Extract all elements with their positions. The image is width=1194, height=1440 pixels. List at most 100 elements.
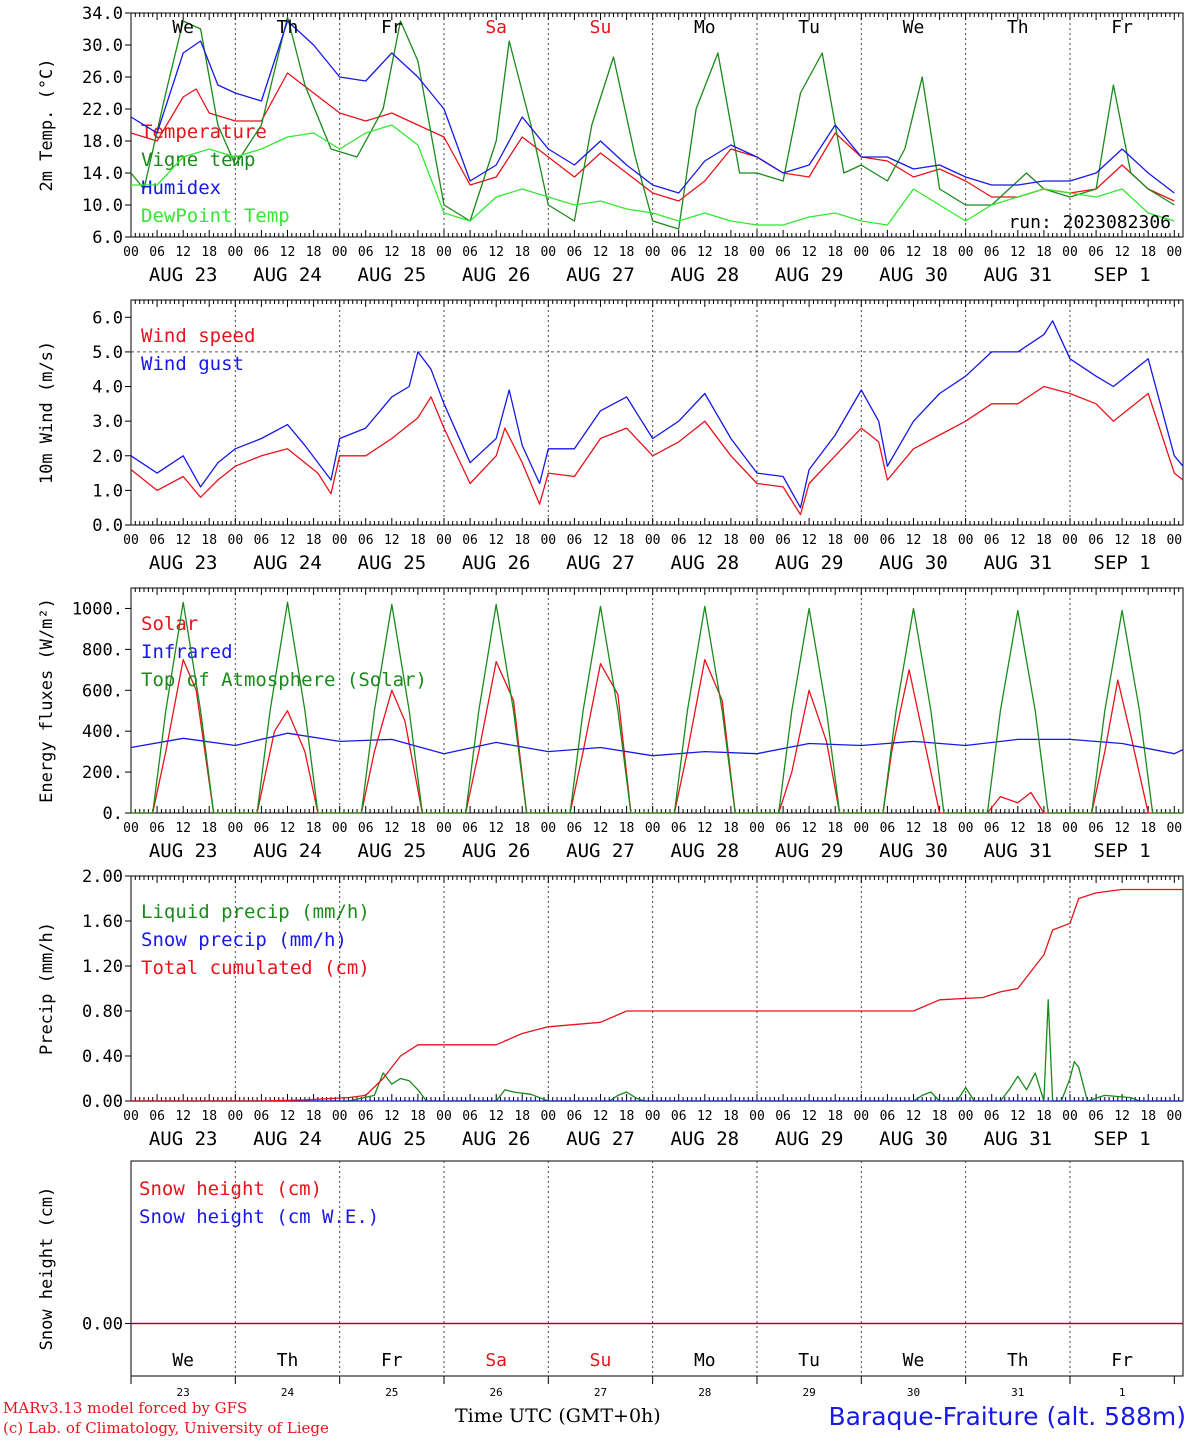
hour-tick-label: 00 <box>123 245 139 260</box>
hour-tick-label: 12 <box>801 245 817 260</box>
hour-tick-label: 06 <box>149 1109 165 1124</box>
date-label: AUG 28 <box>670 1128 739 1150</box>
weekday-label: Fr <box>381 17 403 38</box>
hour-tick-label: 12 <box>384 245 400 260</box>
date-label: AUG 26 <box>462 840 531 862</box>
hour-tick-label: 00 <box>1062 533 1078 548</box>
hour-tick-label: 12 <box>697 533 713 548</box>
hour-tick-label: 18 <box>514 1109 530 1124</box>
hour-tick-label: 06 <box>984 533 1000 548</box>
y-tick-label: 2.0 <box>92 447 123 467</box>
hour-tick-label: 18 <box>1036 533 1052 548</box>
hour-tick-label: 06 <box>254 1109 270 1124</box>
hour-tick-label: 12 <box>488 1109 504 1124</box>
legend-entry: Top of Atmosphere (Solar) <box>141 669 427 691</box>
hour-tick-label: 06 <box>671 533 687 548</box>
day-number-label: 25 <box>385 1386 398 1399</box>
hour-tick-label: 18 <box>410 1109 426 1124</box>
hour-tick-label: 06 <box>775 1109 791 1124</box>
date-label: AUG 25 <box>358 264 427 286</box>
date-label: AUG 30 <box>879 552 948 574</box>
hour-tick-label: 00 <box>1062 1109 1078 1124</box>
hour-tick-label: 12 <box>488 245 504 260</box>
hour-tick-label: 18 <box>827 533 843 548</box>
panel-4: 0.00 0.40 0.80 1.20 1.60 2.00 Precip (mm/h) Liq… <box>37 867 1184 1150</box>
hour-tick-label: 18 <box>932 533 948 548</box>
hour-tick-label: 12 <box>906 1109 922 1124</box>
hour-tick-label: 00 <box>123 821 139 836</box>
weekday-label: Tu <box>798 17 820 38</box>
y-tick-label: 600. <box>82 681 123 701</box>
hour-tick-label: 18 <box>514 821 530 836</box>
y-tick-label: 1.20 <box>82 957 123 977</box>
y-tick-label: 400. <box>82 722 123 742</box>
hour-tick-label: 18 <box>619 1109 635 1124</box>
weekday-label: Su <box>590 1350 612 1371</box>
hour-tick-label: 12 <box>1114 533 1130 548</box>
hour-tick-label: 00 <box>1166 533 1182 548</box>
hour-tick-label: 18 <box>723 245 739 260</box>
day-number-label: 27 <box>594 1386 607 1399</box>
panel-5: 0.00 Snow height (cm) Snow height (cm) Snow… <box>37 1160 1184 1399</box>
lab-credit: (c) Lab. of Climatology, University of L… <box>3 1419 329 1437</box>
date-label: AUG 25 <box>358 1128 427 1150</box>
date-label: AUG 29 <box>775 840 844 862</box>
y-axis-label: Snow height (cm) <box>37 1187 57 1351</box>
legend-entry: DewPoint Temp <box>141 205 290 227</box>
weekday-label: Fr <box>1111 17 1133 38</box>
hour-tick-label: 18 <box>1140 821 1156 836</box>
hour-tick-label: 06 <box>149 533 165 548</box>
hour-tick-label: 18 <box>932 245 948 260</box>
day-number-label: 1 <box>1119 1386 1126 1399</box>
y-tick-label: 3.0 <box>92 412 123 432</box>
hour-tick-label: 00 <box>645 245 661 260</box>
date-label: AUG 29 <box>775 1128 844 1150</box>
hour-tick-label: 06 <box>671 1109 687 1124</box>
date-label: SEP 1 <box>1094 840 1151 862</box>
hour-tick-label: 06 <box>671 821 687 836</box>
hour-tick-label: 06 <box>358 245 374 260</box>
y-tick-label: 26.0 <box>82 68 123 88</box>
hour-tick-label: 12 <box>1010 533 1026 548</box>
y-tick-label: 30.0 <box>82 36 123 56</box>
hour-tick-label: 06 <box>775 245 791 260</box>
date-label: AUG 31 <box>983 552 1052 574</box>
panel-1: 6.0 10.0 14.0 18.0 22.0 26.0 30.0 34.0 2m Temp. … <box>37 4 1184 286</box>
model-credit: MARv3.13 model forced by GFS <box>3 1399 248 1417</box>
date-label: AUG 29 <box>775 264 844 286</box>
hour-tick-label: 00 <box>332 821 348 836</box>
hour-tick-label: 06 <box>567 245 583 260</box>
hour-tick-label: 12 <box>1114 245 1130 260</box>
date-label: AUG 24 <box>253 840 322 862</box>
hour-tick-label: 18 <box>1140 1109 1156 1124</box>
hour-tick-label: 00 <box>749 821 765 836</box>
hour-tick-label: 12 <box>593 821 609 836</box>
date-label: AUG 31 <box>983 264 1052 286</box>
y-tick-label: 0.40 <box>82 1047 123 1067</box>
series-line-green <box>131 999 1183 1102</box>
hour-tick-label: 00 <box>332 533 348 548</box>
hour-tick-label: 12 <box>1010 245 1026 260</box>
date-label: AUG 31 <box>983 840 1052 862</box>
date-label: AUG 30 <box>879 840 948 862</box>
y-tick-label: 800. <box>82 640 123 660</box>
hour-tick-label: 12 <box>280 1109 296 1124</box>
date-label: AUG 24 <box>253 552 322 574</box>
hour-tick-label: 18 <box>306 533 322 548</box>
hour-tick-label: 00 <box>958 245 974 260</box>
hour-tick-label: 00 <box>228 245 244 260</box>
y-axis-label: 2m Temp. (°C) <box>37 58 57 191</box>
day-number-label: 31 <box>1011 1386 1024 1399</box>
date-label: AUG 24 <box>253 1128 322 1150</box>
hour-tick-label: 18 <box>201 1109 217 1124</box>
hour-tick-label: 18 <box>306 1109 322 1124</box>
date-label: AUG 24 <box>253 264 322 286</box>
series-line-red <box>130 385 1184 516</box>
hour-tick-label: 00 <box>749 1109 765 1124</box>
panel-2: 0.0 1.0 2.0 3.0 4.0 5.0 6.0 10m Wind (m/s) Wind … <box>37 299 1184 574</box>
hour-tick-label: 12 <box>384 533 400 548</box>
hour-tick-label: 00 <box>540 1109 556 1124</box>
hour-tick-label: 06 <box>984 821 1000 836</box>
y-tick-label: 10.0 <box>82 196 123 216</box>
weekday-label: We <box>903 17 925 38</box>
